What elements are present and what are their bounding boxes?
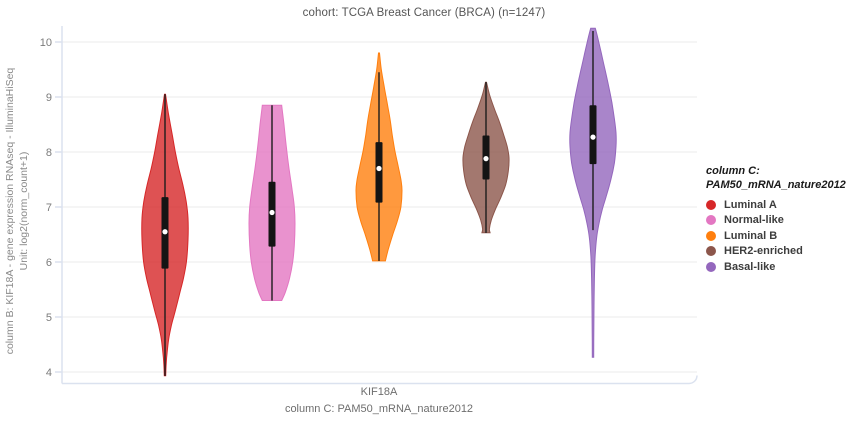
legend-item[interactable]: HER2-enriched: [706, 244, 848, 260]
y-tick-label: 10: [40, 37, 52, 49]
axis-frame: [61, 26, 698, 385]
median-dot-normal-like: [269, 209, 275, 216]
x-axis-title: column C: PAM50_mRNA_nature2012: [284, 403, 474, 415]
median-dot-basal-like: [590, 134, 596, 140]
legend-item-label: Basal-like: [724, 260, 776, 273]
median-dot-luminal-b: [376, 165, 382, 172]
legend-item[interactable]: Luminal B: [706, 228, 848, 244]
chart-title: cohort: TCGA Breast Cancer (BRCA) (n=124…: [302, 7, 546, 19]
legend-title-line2: PAM50_mRNA_nature2012: [706, 178, 846, 191]
legend-title-line1: column C:: [706, 165, 760, 177]
legend-item-label: Luminal B: [724, 229, 778, 242]
y-tick-label: 5: [46, 312, 52, 324]
y-tick-label: 4: [46, 367, 52, 379]
legend-item-label: HER2-enriched: [724, 245, 803, 258]
legend-swatch-basal-like-icon: [706, 261, 716, 272]
legend-item-label: Normal-like: [724, 214, 784, 227]
y-tick-label: 9: [46, 92, 52, 104]
legend-swatch-her2-enriched-icon: [706, 246, 716, 257]
legend: column C: PAM50_mRNA_nature2012 Luminal …: [706, 165, 848, 275]
median-dot-luminal-a: [162, 229, 168, 235]
legend-item[interactable]: Normal-like: [706, 213, 848, 229]
legend-title: column C: PAM50_mRNA_nature2012: [706, 165, 848, 192]
iqr-box-luminal-b: [375, 142, 383, 203]
y-tick-label: 6: [46, 257, 52, 269]
x-tick-label: KIF18A: [360, 386, 398, 398]
legend-swatch-luminal-b-icon: [706, 230, 716, 241]
legend-item[interactable]: Basal-like: [706, 259, 848, 275]
y-tick-label: 7: [46, 202, 52, 214]
legend-swatch-luminal-a-icon: [706, 199, 716, 210]
median-dot-her2-enriched: [483, 156, 489, 162]
y-tick-label: 8: [46, 147, 52, 159]
legend-item-label: Luminal A: [724, 198, 777, 211]
legend-swatch-normal-like-icon: [706, 215, 716, 226]
legend-item[interactable]: Luminal A: [706, 197, 848, 213]
